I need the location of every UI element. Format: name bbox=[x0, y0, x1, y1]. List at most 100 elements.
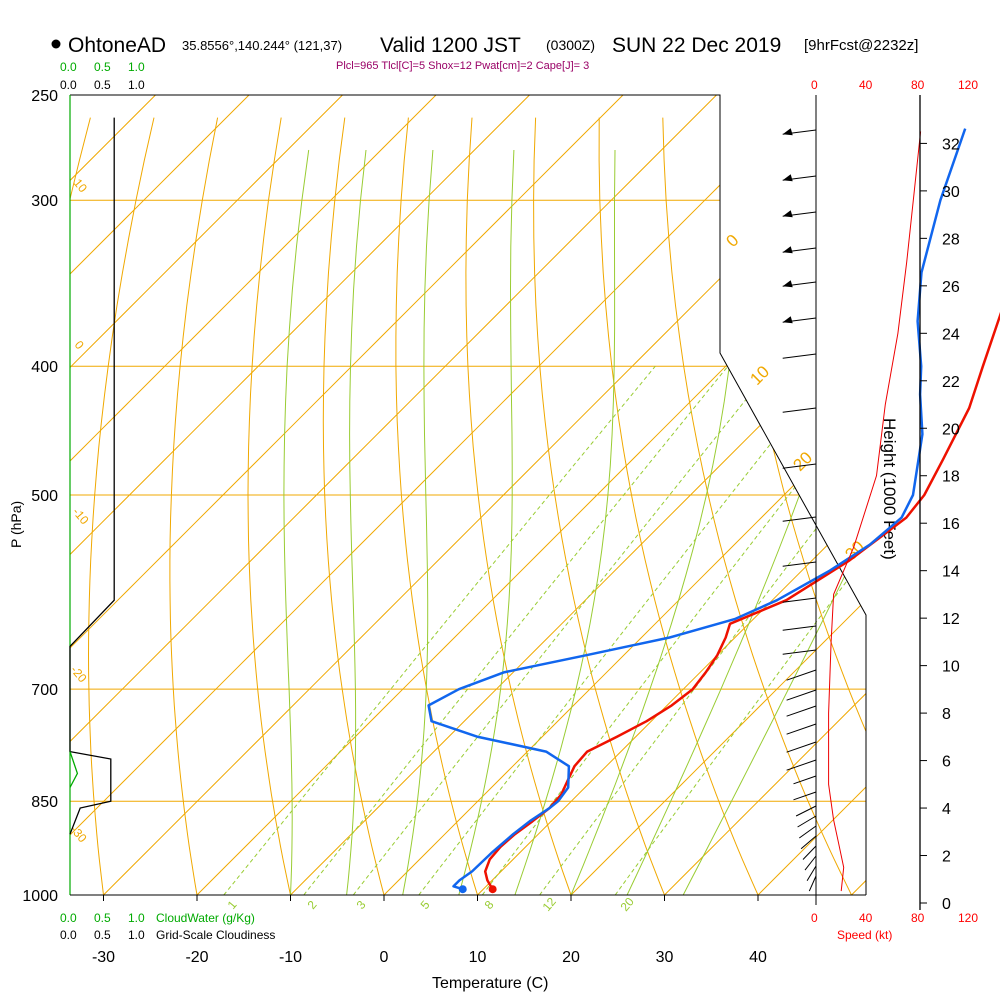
height-tick-label: 0 bbox=[942, 896, 951, 913]
wind-barb bbox=[782, 280, 817, 288]
cloud-bot-black-1: 0.5 bbox=[94, 928, 111, 942]
wind-barb bbox=[782, 597, 817, 603]
temperature-tick-label: 10 bbox=[469, 949, 487, 966]
wind-barb bbox=[782, 316, 817, 324]
wind-barb-pennant bbox=[782, 316, 793, 324]
wind-barb-shaft bbox=[808, 875, 817, 892]
pressure-tick-label: 850 bbox=[31, 794, 58, 811]
wind-barb-shaft bbox=[800, 835, 817, 850]
height-tick-label: 12 bbox=[942, 611, 960, 628]
dry-adiabat-line bbox=[598, 117, 759, 895]
wind-barb-shaft bbox=[782, 649, 817, 655]
height-tick-label: 30 bbox=[942, 184, 960, 201]
station-name: OhtoneAD bbox=[68, 34, 166, 57]
wind-barb bbox=[782, 561, 817, 567]
wind-barb-shaft bbox=[804, 855, 817, 871]
height-tick-label: 8 bbox=[942, 706, 951, 723]
wind-barb bbox=[799, 825, 817, 839]
wind-barb-pennant bbox=[782, 246, 793, 254]
wind-barb bbox=[802, 845, 817, 860]
cloud-water-profile bbox=[69, 751, 79, 788]
temperature-tick-label: -10 bbox=[279, 949, 302, 966]
speed-top-120: 120 bbox=[958, 78, 978, 92]
wind-barb-shaft bbox=[806, 865, 817, 881]
speed-top-0: 0 bbox=[811, 78, 818, 92]
wind-barb bbox=[782, 353, 817, 359]
dry-adiabat-line bbox=[247, 117, 291, 895]
plot-frame-right bbox=[70, 94, 867, 895]
temperature-tick-label: 30 bbox=[656, 949, 674, 966]
mixing-ratio-line bbox=[303, 365, 729, 895]
wind-barb bbox=[786, 669, 817, 681]
temperature-tick-label: 40 bbox=[749, 949, 767, 966]
dry-adiabat-line bbox=[87, 117, 155, 895]
wind-barb bbox=[793, 775, 817, 785]
height-tick-label: 18 bbox=[942, 469, 960, 486]
wind-barb bbox=[786, 759, 817, 771]
cloud-top-green-0: 0.0 bbox=[60, 60, 77, 74]
wind-barb-shaft bbox=[782, 625, 817, 631]
pressure-tick-label: 500 bbox=[31, 488, 58, 505]
mixing-ratio-line bbox=[223, 365, 656, 895]
wind-barb-shaft bbox=[782, 516, 817, 522]
wind-barb-shaft bbox=[786, 741, 817, 753]
forecast-info: [9hrFcst@2232z] bbox=[804, 37, 918, 54]
wind-barb bbox=[797, 815, 817, 828]
wind-barb-pennant bbox=[782, 128, 793, 136]
stability-indices: Plcl=965 Tlcl[C]=5 Shox=12 Pwat[cm]=2 Ca… bbox=[336, 60, 589, 72]
pressure-tick-label: 1000 bbox=[22, 888, 58, 905]
cloud-scale-bottom: 0.0 0.5 1.0 CloudWater (g/Kg) 0.0 0.5 1.… bbox=[60, 911, 275, 942]
wind-barb-shaft bbox=[793, 775, 817, 785]
height-tick-label: 6 bbox=[942, 754, 951, 771]
wind-barb bbox=[804, 855, 817, 871]
wind-barb-pennant bbox=[782, 280, 793, 288]
isotherm-line bbox=[70, 95, 437, 895]
wind-barb-shaft bbox=[802, 845, 817, 860]
isotherm-line bbox=[70, 95, 717, 895]
wind-barb-shaft bbox=[797, 815, 817, 828]
wind-barb bbox=[782, 625, 817, 631]
cloud-water-label: CloudWater (g/Kg) bbox=[156, 911, 255, 925]
cloud-top-green-2: 1.0 bbox=[128, 60, 145, 74]
valid-date: SUN 22 Dec 2019 bbox=[612, 34, 781, 57]
cloud-scale-top: 0.0 0.5 1.0 0.0 0.5 1.0 bbox=[60, 60, 145, 92]
wind-barb bbox=[782, 516, 817, 522]
wind-barb-pennant bbox=[782, 210, 793, 218]
moist-adiabat-line bbox=[283, 149, 310, 895]
wind-barb bbox=[782, 246, 817, 254]
height-tick-label: 22 bbox=[942, 374, 960, 391]
cloud-bot-green-1: 0.5 bbox=[94, 911, 111, 925]
valid-time-utc: (0300Z) bbox=[546, 37, 595, 53]
wind-barb-shaft bbox=[782, 353, 817, 359]
wind-barb bbox=[782, 463, 817, 469]
isotherm-line bbox=[70, 95, 811, 895]
pressure-tick-label: 250 bbox=[31, 88, 58, 105]
moist-adiabat-line bbox=[402, 149, 434, 895]
wind-barb bbox=[782, 649, 817, 655]
cloud-top-green-1: 0.5 bbox=[94, 60, 111, 74]
temperature-tick-label: 0 bbox=[380, 949, 389, 966]
height-tick-label: 4 bbox=[942, 801, 951, 818]
cloudiness-label: Grid-Scale Cloudiness bbox=[156, 928, 275, 942]
dry-adiabat-line bbox=[533, 117, 665, 895]
speed-bot-120: 120 bbox=[958, 911, 978, 925]
moist-adiabat-line bbox=[458, 149, 515, 895]
valid-time: Valid 1200 JST bbox=[380, 34, 521, 57]
wind-barb-shaft bbox=[782, 463, 817, 469]
height-tick-label: 20 bbox=[942, 421, 960, 438]
cloud-top-black-0: 0.0 bbox=[60, 78, 77, 92]
dry-adiabat-line bbox=[322, 117, 385, 895]
isotherm-line bbox=[383, 95, 866, 895]
mixing-ratio-line bbox=[352, 365, 774, 895]
wind-barb bbox=[786, 741, 817, 753]
wind-barb bbox=[782, 407, 817, 413]
cloud-bot-green-2: 1.0 bbox=[128, 911, 145, 925]
moist-adiabat-line bbox=[346, 149, 367, 895]
temperature-tick-label: 20 bbox=[562, 949, 580, 966]
moist-adiabat-line bbox=[514, 149, 616, 895]
wind-barb bbox=[786, 723, 817, 735]
isotherm-line bbox=[70, 95, 624, 895]
pressure-tick-label: 300 bbox=[31, 193, 58, 210]
wind-barb-shaft bbox=[786, 669, 817, 681]
cloud-bot-green-0: 0.0 bbox=[60, 911, 77, 925]
